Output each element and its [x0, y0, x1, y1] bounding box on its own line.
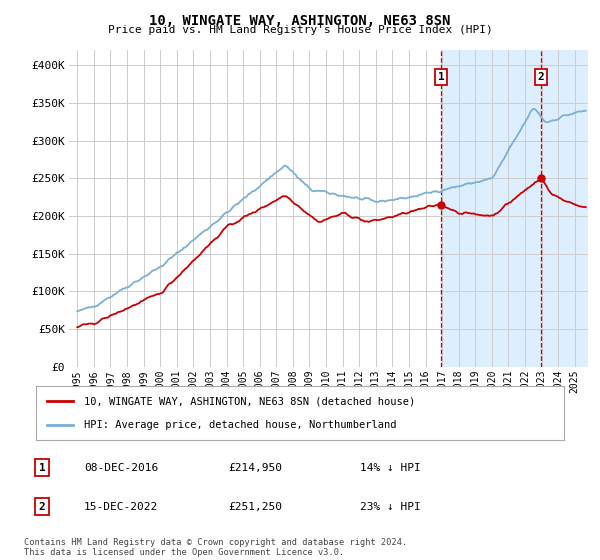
Text: Contains HM Land Registry data © Crown copyright and database right 2024.
This d: Contains HM Land Registry data © Crown c…	[24, 538, 407, 557]
Text: 2: 2	[538, 72, 544, 82]
Text: 15-DEC-2022: 15-DEC-2022	[84, 502, 158, 512]
Text: £214,950: £214,950	[228, 463, 282, 473]
Text: 14% ↓ HPI: 14% ↓ HPI	[360, 463, 421, 473]
Text: 23% ↓ HPI: 23% ↓ HPI	[360, 502, 421, 512]
Text: 08-DEC-2016: 08-DEC-2016	[84, 463, 158, 473]
Text: 10, WINGATE WAY, ASHINGTON, NE63 8SN (detached house): 10, WINGATE WAY, ASHINGTON, NE63 8SN (de…	[83, 396, 415, 407]
Text: Price paid vs. HM Land Registry's House Price Index (HPI): Price paid vs. HM Land Registry's House …	[107, 25, 493, 35]
Text: £251,250: £251,250	[228, 502, 282, 512]
Text: 10, WINGATE WAY, ASHINGTON, NE63 8SN: 10, WINGATE WAY, ASHINGTON, NE63 8SN	[149, 14, 451, 28]
Text: 1: 1	[38, 463, 46, 473]
Bar	[441, 50, 588, 367]
Text: HPI: Average price, detached house, Northumberland: HPI: Average price, detached house, Nort…	[83, 419, 396, 430]
Text: 2: 2	[38, 502, 46, 512]
Text: 1: 1	[438, 72, 445, 82]
